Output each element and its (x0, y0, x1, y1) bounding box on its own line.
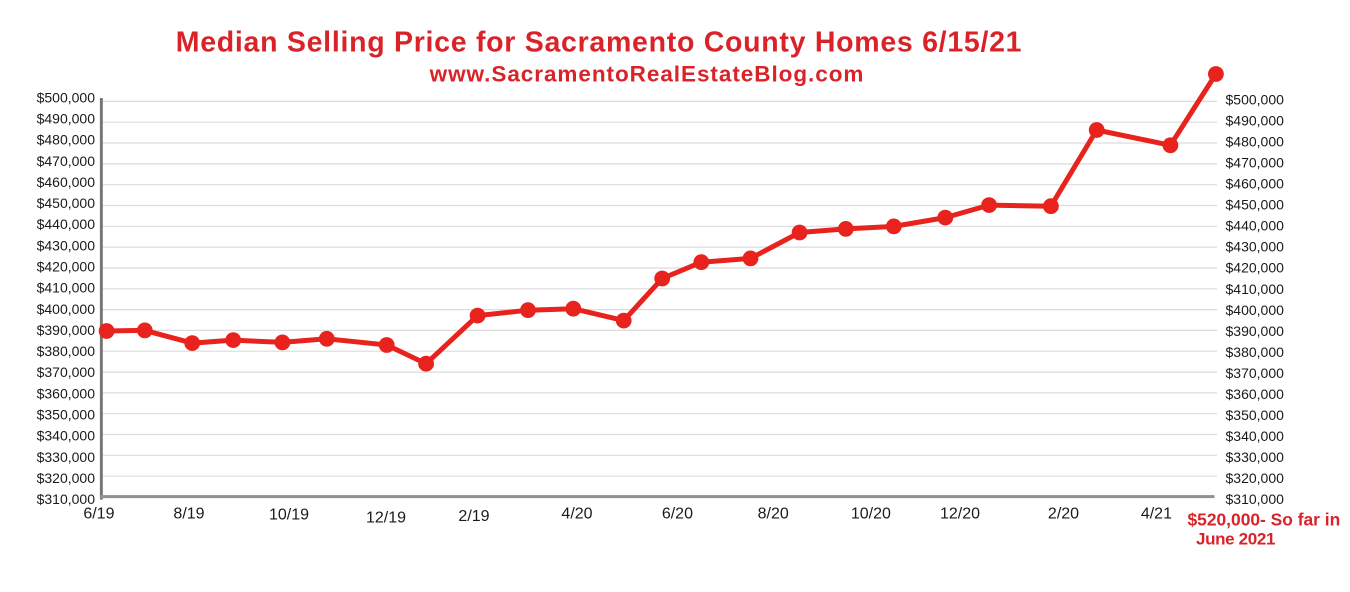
svg-text:$370,000: $370,000 (1226, 365, 1285, 381)
svg-text:8/20: 8/20 (758, 506, 789, 523)
svg-text:6/20: 6/20 (662, 505, 693, 522)
svg-text:June 2021: June 2021 (1196, 530, 1275, 549)
svg-text:$420,000: $420,000 (1226, 260, 1285, 276)
svg-text:$450,000: $450,000 (1226, 197, 1285, 213)
svg-text:$440,000: $440,000 (1226, 218, 1285, 234)
svg-text:$350,000: $350,000 (1226, 407, 1285, 423)
svg-text:$400,000: $400,000 (1226, 302, 1285, 318)
svg-text:$500,000: $500,000 (37, 89, 96, 105)
svg-text:2/19: 2/19 (458, 508, 489, 525)
svg-text:$320,000: $320,000 (37, 470, 96, 486)
svg-text:$480,000: $480,000 (1226, 134, 1285, 150)
svg-text:$390,000: $390,000 (37, 322, 96, 338)
svg-text:10/19: 10/19 (269, 506, 309, 523)
svg-text:$410,000: $410,000 (1226, 281, 1285, 297)
svg-text:$360,000: $360,000 (1226, 386, 1285, 402)
svg-text:$430,000: $430,000 (37, 237, 96, 253)
svg-text:$420,000: $420,000 (37, 259, 96, 275)
svg-text:6/19: 6/19 (83, 505, 114, 522)
svg-text:$380,000: $380,000 (1226, 344, 1285, 360)
svg-text:$460,000: $460,000 (1226, 176, 1285, 192)
svg-text:$470,000: $470,000 (37, 153, 96, 169)
svg-text:$460,000: $460,000 (37, 174, 96, 190)
svg-text:$390,000: $390,000 (1226, 323, 1285, 339)
svg-text:4/21: 4/21 (1141, 506, 1172, 523)
svg-text:$340,000: $340,000 (1226, 428, 1285, 444)
svg-text:$410,000: $410,000 (37, 280, 96, 296)
svg-text:$470,000: $470,000 (1226, 155, 1285, 171)
svg-text:$430,000: $430,000 (1226, 239, 1285, 255)
svg-text:$310,000: $310,000 (37, 491, 96, 507)
svg-text:12/19: 12/19 (366, 510, 406, 527)
svg-text:8/19: 8/19 (173, 505, 204, 522)
svg-text:Median Selling Price for Sacra: Median Selling Price for Sacramento Coun… (176, 27, 1023, 59)
svg-text:www.SacramentoRealEstateBlog.c: www.SacramentoRealEstateBlog.com (429, 62, 865, 87)
svg-text:$330,000: $330,000 (1226, 449, 1285, 465)
svg-text:$490,000: $490,000 (1226, 113, 1285, 129)
svg-text:$450,000: $450,000 (37, 195, 96, 211)
svg-text:$480,000: $480,000 (37, 132, 96, 148)
svg-text:$310,000: $310,000 (1226, 491, 1285, 507)
svg-text:$520,000- So far in: $520,000- So far in (1188, 510, 1341, 530)
svg-text:12/20: 12/20 (940, 506, 980, 523)
svg-text:$360,000: $360,000 (37, 385, 96, 401)
svg-text:$400,000: $400,000 (37, 301, 96, 317)
svg-text:$370,000: $370,000 (37, 364, 96, 380)
svg-text:$380,000: $380,000 (37, 343, 96, 359)
svg-text:$500,000: $500,000 (1226, 92, 1285, 108)
svg-text:4/20: 4/20 (561, 506, 592, 523)
svg-text:$440,000: $440,000 (37, 216, 96, 232)
svg-text:2/20: 2/20 (1048, 506, 1079, 523)
svg-text:$340,000: $340,000 (37, 428, 96, 444)
svg-text:$350,000: $350,000 (37, 407, 96, 423)
svg-text:$320,000: $320,000 (1226, 470, 1285, 486)
svg-text:$330,000: $330,000 (37, 449, 96, 465)
svg-text:$490,000: $490,000 (37, 111, 96, 127)
svg-text:10/20: 10/20 (851, 506, 891, 523)
